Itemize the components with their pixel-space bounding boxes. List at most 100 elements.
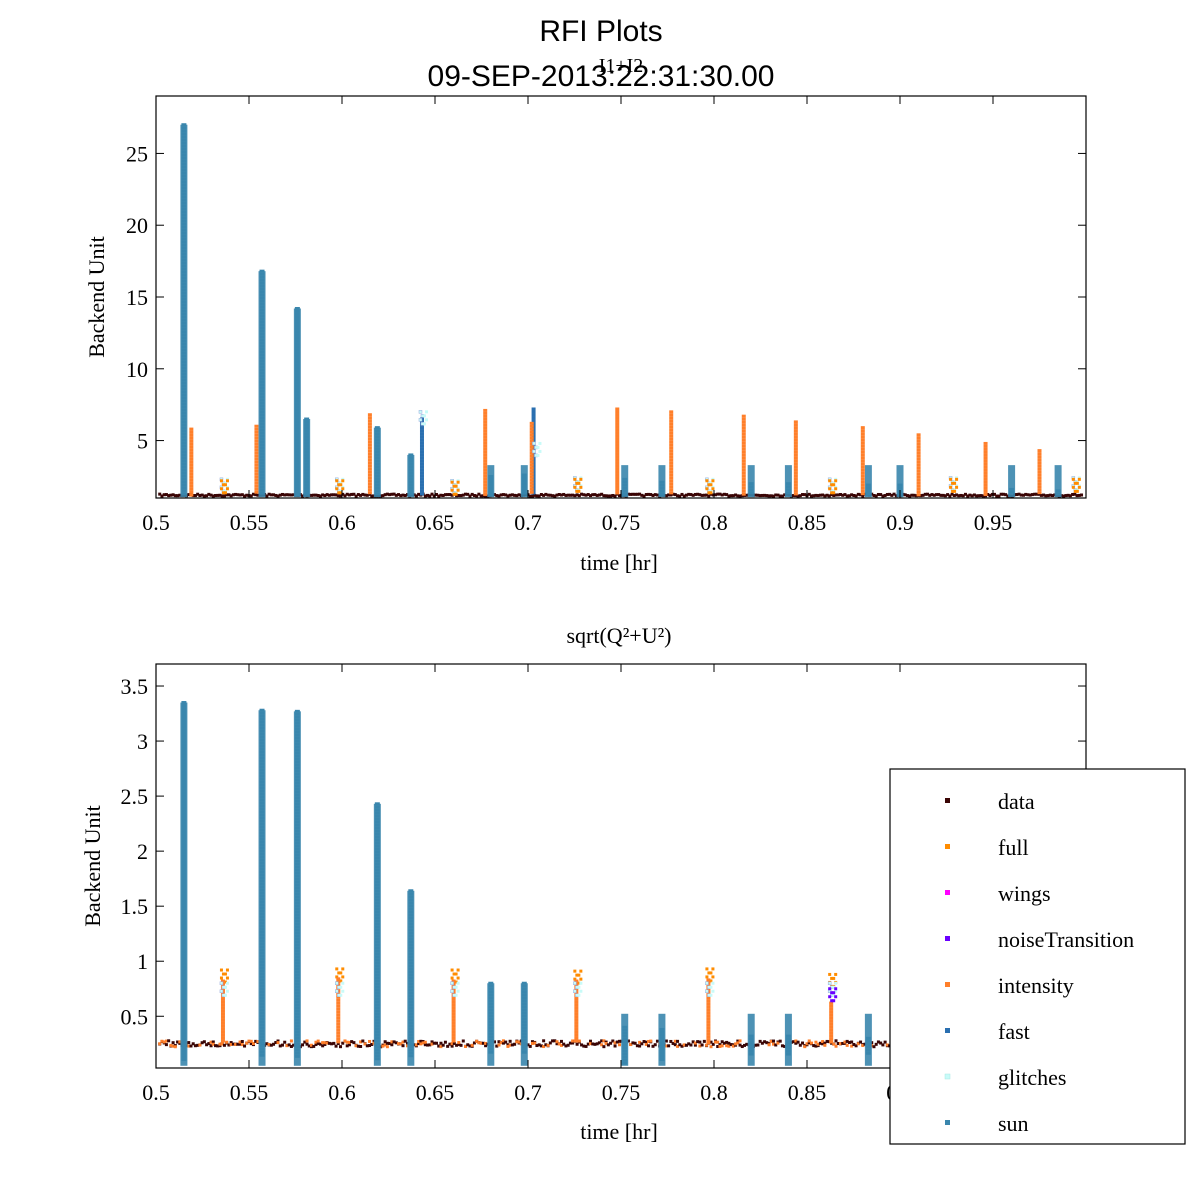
sun-spike: [373, 802, 381, 1066]
full-point: [221, 483, 225, 487]
data-point: [711, 1042, 715, 1046]
intensity-point: [829, 1034, 834, 1038]
intensity-point: [741, 474, 746, 478]
full-point: [335, 975, 339, 979]
data-point: [946, 493, 950, 497]
intensity-point: [860, 456, 865, 460]
intensity-point: [669, 434, 674, 438]
data-point: [629, 492, 633, 496]
glitches-point: [424, 418, 428, 422]
full-point: [452, 492, 456, 496]
full-series: [219, 477, 1081, 496]
full-point: [709, 483, 713, 487]
intensity-point: [439, 1045, 443, 1049]
full-point: [709, 971, 713, 975]
bottom-panel-marks: [158, 701, 1084, 1066]
data-point: [481, 1041, 485, 1045]
intensity-series: [189, 407, 1042, 497]
glitches-point: [225, 981, 229, 985]
intensity-point: [323, 1041, 327, 1045]
data-point: [283, 1040, 287, 1044]
data-point: [423, 1043, 427, 1047]
noiseTransition-point: [834, 987, 838, 991]
legend-label: data: [998, 789, 1035, 814]
data-point: [443, 1040, 447, 1044]
data-point: [394, 493, 398, 497]
intensity-point: [164, 1039, 168, 1043]
intensity-point: [669, 491, 674, 495]
data-point: [568, 1041, 572, 1045]
data-point: [774, 1043, 778, 1047]
intensity-point: [860, 465, 865, 469]
data-point: [801, 493, 805, 497]
data-point: [952, 494, 956, 498]
data-point: [535, 494, 539, 498]
data-point: [388, 1041, 392, 1045]
glitches-point: [219, 989, 224, 993]
data-point: [859, 493, 863, 497]
figure-title: RFI Plots: [539, 15, 662, 48]
data-point: [508, 493, 512, 497]
full-point: [832, 976, 836, 980]
x-tick-label: 0.75: [602, 510, 641, 535]
intensity-point: [829, 1010, 834, 1014]
data-point: [167, 1039, 171, 1043]
intensity-point: [254, 469, 259, 473]
intensity-point: [160, 1039, 164, 1043]
data-point: [696, 492, 700, 496]
data-point: [1044, 494, 1048, 498]
intensity-point: [1037, 464, 1042, 468]
data-point: [202, 1040, 206, 1044]
intensity-point: [218, 1042, 222, 1046]
full-point: [450, 488, 454, 492]
intensity-point: [669, 446, 674, 450]
data-point: [272, 1042, 276, 1046]
full-point: [705, 975, 709, 979]
intensity-point: [860, 459, 865, 463]
data-point: [834, 1039, 838, 1043]
intensity-point: [669, 458, 674, 462]
intensity-point: [860, 444, 865, 448]
data-point: [430, 1040, 434, 1044]
intensity-point: [367, 458, 372, 462]
data-point: [193, 1044, 197, 1048]
data-point: [972, 493, 976, 497]
data-point: [722, 1041, 726, 1045]
data-point: [243, 494, 247, 498]
intensity-point: [669, 416, 674, 420]
intensity-point: [483, 426, 488, 430]
data-point: [343, 494, 347, 498]
intensity-point: [451, 1003, 456, 1007]
full-point: [573, 477, 577, 481]
data-point: [693, 1043, 697, 1047]
intensity-point: [557, 1042, 561, 1046]
sun-spike: [864, 465, 872, 498]
data-point: [240, 493, 244, 497]
bottom-y-axis-label: Backend Unit: [80, 805, 105, 927]
intensity-point: [367, 449, 372, 453]
intensity-point: [669, 440, 674, 444]
data-point: [198, 493, 202, 497]
x-tick-label: 0.65: [416, 1080, 455, 1105]
intensity-point: [414, 1043, 418, 1047]
legend-label: glitches: [998, 1065, 1066, 1090]
intensity-point: [483, 462, 488, 466]
data-point: [339, 494, 343, 498]
intensity-point: [245, 1041, 249, 1045]
intensity-point: [669, 479, 674, 483]
sun-spike: [520, 981, 528, 1066]
intensity-point: [829, 1037, 834, 1041]
data-point: [638, 1044, 642, 1048]
data-point: [680, 1044, 684, 1048]
intensity-point: [220, 991, 225, 995]
intensity-point: [860, 492, 865, 496]
data-point: [1080, 493, 1084, 497]
intensity-point: [189, 442, 194, 446]
intensity-point: [508, 1043, 512, 1047]
data-point: [856, 492, 860, 496]
intensity-point: [198, 1043, 202, 1047]
data-point: [537, 1043, 541, 1047]
full-point: [225, 487, 229, 491]
intensity-point: [682, 1043, 686, 1047]
data-point: [796, 1040, 800, 1044]
